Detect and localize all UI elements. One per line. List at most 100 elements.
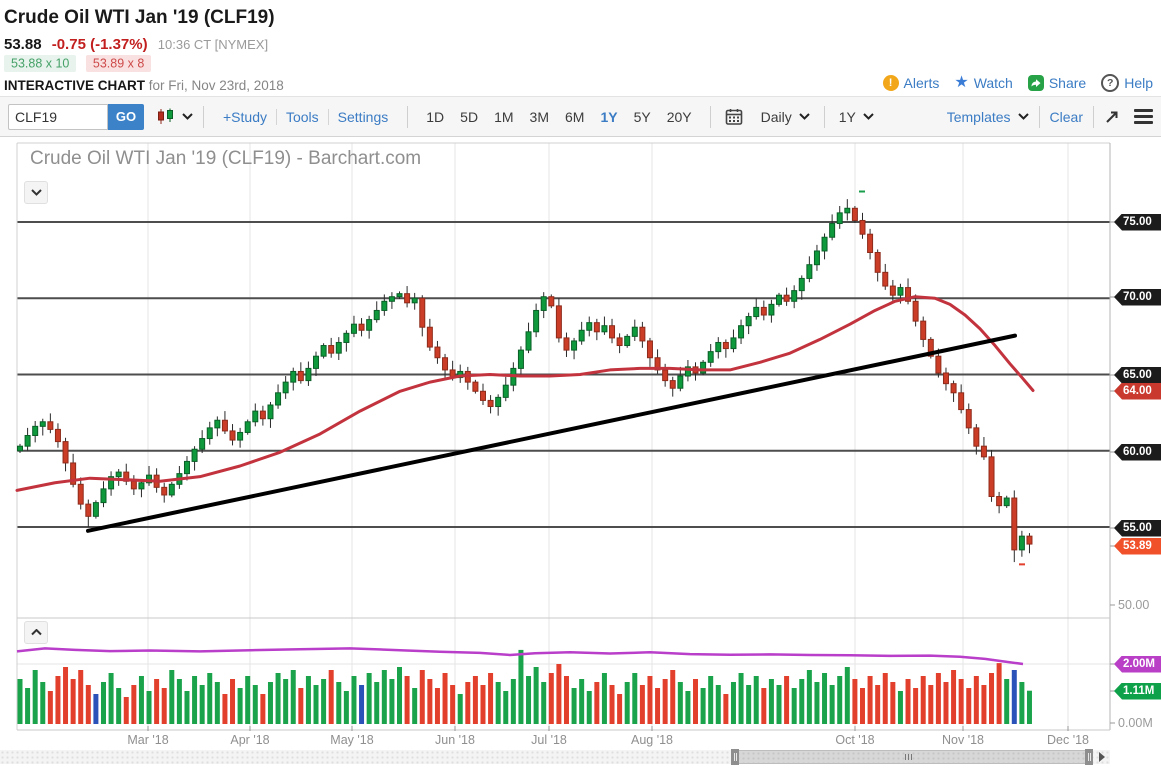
volume-bar <box>488 673 494 724</box>
volume-bar <box>882 673 888 724</box>
candle-body <box>760 306 767 316</box>
alerts-link[interactable]: ! Alerts <box>882 75 939 91</box>
time-scrollbar-thumb[interactable] <box>735 750 1093 764</box>
candle-body <box>495 396 502 408</box>
volume-bar <box>100 682 106 724</box>
volume-bar <box>495 682 501 724</box>
timeframe-20y[interactable]: 20Y <box>666 108 692 125</box>
candle-body <box>17 445 23 452</box>
volume-bar <box>586 691 592 724</box>
add-study-button[interactable]: +Study <box>223 108 267 125</box>
candle-body <box>776 294 782 305</box>
templates-dropdown[interactable]: Templates <box>947 109 1029 125</box>
candle-body <box>609 325 616 339</box>
volume-bar <box>890 682 896 724</box>
volume-bar <box>822 673 828 724</box>
candle-body <box>350 323 357 334</box>
candle-body <box>829 223 836 238</box>
symbol-input[interactable] <box>8 103 108 130</box>
candle-body <box>616 337 623 347</box>
candle-body <box>730 337 737 350</box>
volume-bar <box>571 688 577 724</box>
header-links: ! Alerts ★ Watch Share ? Help <box>882 74 1153 92</box>
drawn-trendline[interactable] <box>86 333 1017 533</box>
volume-bar <box>966 688 972 724</box>
volume-bar <box>336 682 342 724</box>
chevron-up-icon <box>30 629 42 636</box>
candle-body <box>905 287 912 302</box>
go-button[interactable]: GO <box>108 103 144 130</box>
volume-bar <box>677 682 683 724</box>
candle-body <box>722 341 729 350</box>
settings-button[interactable]: Settings <box>327 108 398 125</box>
chart-date: for Fri, Nov 23rd, 2018 <box>145 78 284 93</box>
candle-body <box>684 366 691 377</box>
candle-body <box>85 503 92 517</box>
share-link[interactable]: Share <box>1027 75 1086 91</box>
volume-bar <box>913 688 919 724</box>
candle-body <box>996 496 1003 507</box>
candle-body <box>138 482 145 490</box>
candle-body <box>237 431 244 441</box>
volume-bar <box>897 691 903 724</box>
volume-bar <box>958 679 964 724</box>
volume-bar <box>556 664 562 724</box>
candle-body <box>108 476 115 490</box>
candle-body <box>525 331 532 351</box>
volume-bar <box>799 679 805 724</box>
price-pane-collapse-button[interactable] <box>24 181 48 204</box>
candle-body <box>381 300 388 311</box>
clear-button[interactable]: Clear <box>1049 108 1083 125</box>
help-link[interactable]: ? Help <box>1101 74 1153 92</box>
chart-type-button[interactable] <box>156 108 193 125</box>
volume-bar <box>434 688 440 724</box>
range-dropdown[interactable]: 1Y <box>835 109 878 125</box>
volume-bar <box>1004 679 1010 724</box>
timeframe-1m[interactable]: 1M <box>494 108 514 125</box>
candle-body <box>313 355 320 369</box>
volume-bar <box>996 663 1002 724</box>
scrollbar-right-arrow[interactable] <box>1099 752 1105 762</box>
chart-menu-button[interactable] <box>1134 106 1153 127</box>
tools-button[interactable]: Tools <box>275 108 328 125</box>
expand-chart-button[interactable] <box>1104 109 1120 125</box>
volume-bar <box>973 676 979 724</box>
volume-bar <box>715 685 721 724</box>
timeframe-1y[interactable]: 1Y <box>600 108 618 125</box>
calendar-button[interactable] <box>721 108 747 126</box>
candle-body <box>1003 497 1010 507</box>
interactive-chart-label: INTERACTIVE CHART <box>4 78 145 93</box>
volume-ma-line <box>16 647 1024 666</box>
candle-body <box>297 370 304 382</box>
volume-bar <box>685 691 691 724</box>
volume-ma <box>16 647 1024 666</box>
watch-link[interactable]: ★ Watch <box>954 74 1013 92</box>
frequency-dropdown[interactable]: Daily <box>757 109 814 125</box>
volume-bar <box>199 685 205 724</box>
candle-body <box>168 483 175 496</box>
volume-bar <box>738 673 744 724</box>
timeframe-1d[interactable]: 1D <box>426 108 445 125</box>
timeframe-5y[interactable]: 5Y <box>633 108 651 125</box>
volume-pane-collapse-button[interactable] <box>24 621 48 644</box>
volume-bar <box>844 667 850 724</box>
volume-bar <box>230 679 236 724</box>
volume-bar <box>108 673 114 724</box>
timeframe-3m[interactable]: 3M <box>529 108 549 125</box>
candle-body <box>631 326 638 337</box>
candle-body <box>62 441 69 464</box>
candle-body <box>836 212 843 225</box>
toolbar-separator <box>823 105 825 128</box>
candle-body <box>221 419 228 432</box>
volume-bar <box>419 670 425 724</box>
timeframe-6m[interactable]: 6M <box>564 108 585 125</box>
candle-body <box>1011 497 1018 551</box>
candle-body <box>54 428 61 443</box>
volume-bar <box>267 682 273 724</box>
volume-bar <box>63 667 69 724</box>
candle-body <box>768 303 775 316</box>
timeframe-5d[interactable]: 5D <box>460 108 479 125</box>
volume-bar <box>260 694 266 724</box>
candle-body <box>662 369 669 382</box>
